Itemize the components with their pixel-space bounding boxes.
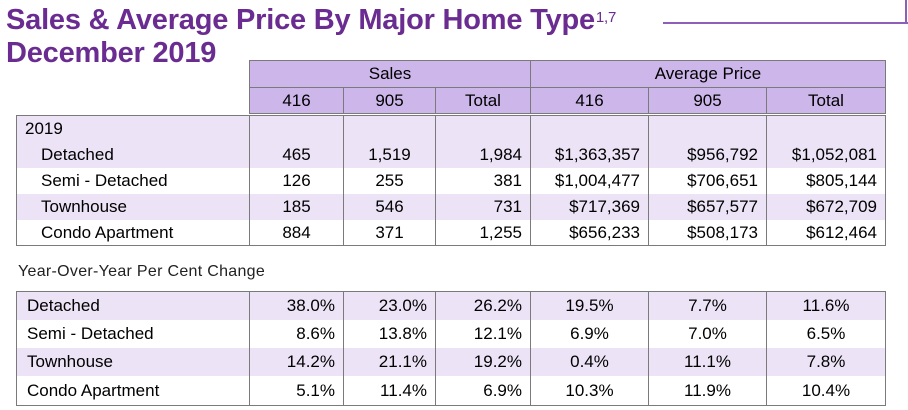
cell-sales-416: 14.2%: [250, 348, 344, 376]
yoy-change-table: Detached 38.0% 23.0% 26.2% 19.5% 7.7% 11…: [16, 291, 886, 406]
cell-sales-416: 126: [250, 168, 344, 194]
table-row: Townhouse 14.2% 21.1% 19.2% 0.4% 11.1% 7…: [17, 348, 885, 376]
cell-sales-total: 19.2%: [436, 348, 531, 376]
empty-cell: [767, 116, 885, 142]
empty-cell: [649, 116, 767, 142]
cell-sales-total: 12.1%: [436, 320, 531, 348]
cell-price-total: $1,052,081: [791, 145, 877, 164]
empty-cell: [250, 116, 344, 142]
cell-sales-905: 255: [344, 168, 436, 194]
cell-price-905: 7.0%: [649, 320, 767, 348]
cell-price-total: 7.8%: [806, 352, 846, 371]
header-col-price-416: 416: [531, 88, 649, 113]
cell-price-416: $1,363,357: [531, 142, 649, 168]
table-row: 2019: [17, 116, 885, 142]
cell-sales-total: 26.2%: [436, 292, 531, 320]
table-row: Condo Apartment 5.1% 11.4% 6.9% 10.3% 11…: [17, 376, 885, 405]
table-row: Semi - Detached 8.6% 13.8% 12.1% 6.9% 7.…: [17, 320, 885, 348]
cell-price-416: $1,004,477: [531, 168, 649, 194]
title-line-1: Sales & Average Price By Major Home Type: [6, 4, 595, 36]
cell-price-416: 19.5%: [531, 292, 649, 320]
cell-sales-416: 884: [250, 220, 344, 245]
cell-price-416: 0.4%: [531, 348, 649, 376]
cell-price-416: $656,233: [531, 220, 649, 245]
sales-price-table: 2019 Detached 465 1,519 1,984 $1,363,357…: [16, 115, 886, 246]
cell-sales-416: 185: [250, 194, 344, 220]
cell-sales-905: 13.8%: [344, 320, 436, 348]
cell-sales-total: 6.9%: [436, 376, 531, 405]
table-row: Townhouse 185 546 731 $717,369 $657,577 …: [17, 194, 885, 220]
header-group-sales: Sales: [250, 61, 531, 88]
table-row: Semi - Detached 126 255 381 $1,004,477 $…: [17, 168, 885, 194]
cell-price-905: 11.1%: [649, 348, 767, 376]
row-type: Detached: [17, 142, 250, 168]
yoy-section-label: Year-Over-Year Per Cent Change: [18, 263, 266, 280]
cell-sales-905: 23.0%: [344, 292, 436, 320]
title-rule-vertical: [905, 0, 907, 22]
row-type: Condo Apartment: [17, 220, 250, 245]
header-col-sales-total: Total: [436, 88, 531, 113]
cell-sales-416: 8.6%: [250, 320, 344, 348]
table-row: Condo Apartment 884 371 1,255 $656,233 $…: [17, 220, 885, 245]
empty-cell: [531, 116, 649, 142]
cell-price-total: $672,709: [806, 197, 877, 216]
cell-price-905: 7.7%: [649, 292, 767, 320]
cell-price-416: 6.9%: [531, 320, 649, 348]
row-type: Semi - Detached: [17, 168, 250, 194]
cell-price-total: 6.5%: [806, 324, 846, 343]
cell-price-905: $508,173: [649, 220, 767, 245]
cell-sales-total: 381: [436, 168, 531, 194]
title-line-2: December 2019: [6, 37, 217, 69]
header-col-sales-905: 905: [344, 88, 436, 113]
cell-sales-416: 5.1%: [250, 376, 344, 405]
row-type: Townhouse: [17, 194, 250, 220]
row-type: Semi - Detached: [17, 320, 250, 348]
cell-price-total: $805,144: [806, 171, 877, 190]
header-col-price-total: Total: [808, 90, 844, 110]
cell-sales-416: 38.0%: [250, 292, 344, 320]
cell-sales-905: 1,519: [344, 142, 436, 168]
cell-sales-416: 465: [250, 142, 344, 168]
header-col-price-905: 905: [649, 88, 767, 113]
empty-cell: [344, 116, 436, 142]
cell-price-total: $612,464: [806, 222, 877, 242]
cell-price-416: $717,369: [531, 194, 649, 220]
header-col-sales-416: 416: [250, 88, 344, 113]
cell-price-905: $657,577: [649, 194, 767, 220]
row-type: Condo Apartment: [17, 376, 250, 405]
cell-sales-905: 546: [344, 194, 436, 220]
row-type: Detached: [17, 292, 250, 320]
table-row: Detached 465 1,519 1,984 $1,363,357 $956…: [17, 142, 885, 168]
row-type: Townhouse: [17, 348, 250, 376]
cell-price-905: 11.9%: [649, 376, 767, 405]
title-rule: [663, 22, 908, 24]
year-label: 2019: [17, 116, 250, 142]
cell-sales-905: 11.4%: [344, 376, 436, 405]
cell-price-total: 11.6%: [802, 296, 850, 315]
cell-price-905: $956,792: [649, 142, 767, 168]
page-title: Sales & Average Price By Major Home Type…: [6, 4, 616, 70]
cell-price-total: 10.4%: [801, 380, 851, 400]
table-header: Sales Average Price 416 905 Total 416 90…: [249, 60, 886, 114]
cell-sales-total: 1,255: [436, 220, 531, 245]
cell-sales-905: 371: [344, 220, 436, 245]
empty-cell: [436, 116, 531, 142]
table-row: Detached 38.0% 23.0% 26.2% 19.5% 7.7% 11…: [17, 292, 885, 320]
cell-price-905: $706,651: [649, 168, 767, 194]
header-group-average-price: Average Price: [531, 61, 885, 88]
title-superscript: 1,7: [595, 9, 617, 26]
cell-sales-905: 21.1%: [344, 348, 436, 376]
cell-sales-total: 1,984: [436, 142, 531, 168]
cell-price-416: 10.3%: [531, 376, 649, 405]
cell-sales-total: 731: [436, 194, 531, 220]
